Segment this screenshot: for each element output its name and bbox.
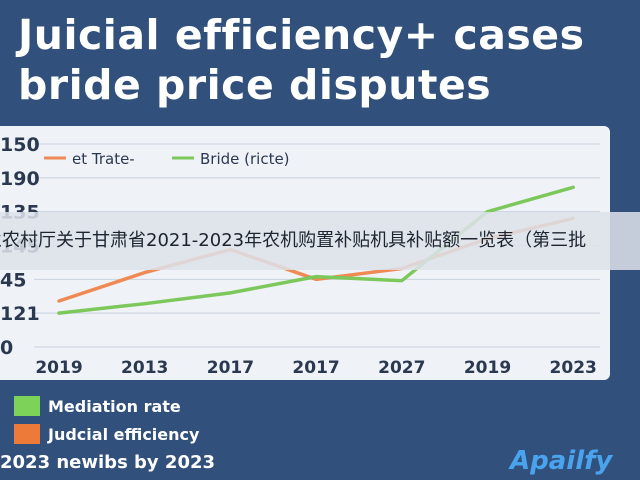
series-0-point-3 [314,277,318,281]
legend-label-0: et Trate- [72,150,135,168]
y-tick-label-6: 0 [0,337,13,359]
bottom-legend-item-mediation: Mediation rate [14,392,199,420]
x-tick-label-1: 2013 [121,358,168,378]
series-1-point-2 [228,291,232,295]
series-1-point-0 [57,311,61,315]
series-0-point-1 [143,271,147,275]
x-tick-label-5: 2019 [464,358,511,378]
series-1-point-3 [314,275,318,279]
y-tick-label-4: 45 [0,269,26,291]
legend-swatch-judicial [14,424,40,444]
brand-logo: Apailfy [510,446,613,476]
banner-text: 业农村厅关于甘肃省2021-2023年农机购置补贴机具补贴额一览表（第三批 [0,230,587,251]
legend-label-1: Bride (ricte) [200,150,290,168]
x-tick-label-6: 2023 [550,358,597,378]
x-tick-label-0: 2019 [35,358,82,378]
legend-label-judicial: Judcial efficiency [48,424,200,444]
title-line-1: Juicial efficiency+ cases [18,11,585,59]
x-tick-label-4: 2027 [378,358,425,378]
y-tick-label-0: 150 [0,134,40,156]
series-1-point-6 [571,185,575,189]
y-tick-label-5: 121 [0,303,40,325]
legend-swatch-mediation [14,396,40,416]
legend-label-mediation: Mediation rate [48,396,181,416]
footer-text: 2023 newibs by 2023 [0,452,216,473]
x-tick-label-3: 2017 [292,358,339,378]
series-1-point-4 [400,279,404,283]
series-0-point-0 [57,299,61,303]
bottom-legend: Mediation rate Judcial efficiency [14,392,199,448]
chart-title: Juicial efficiency+ cases bride price di… [18,10,638,110]
bottom-legend-item-judicial: Judcial efficiency [14,420,199,448]
title-line-2: bride price disputes [18,61,492,109]
overlay-banner: 业农村厅关于甘肃省2021-2023年农机购置补贴机具补贴额一览表（第三批 [0,212,640,270]
series-1-point-1 [143,302,147,306]
x-tick-label-2: 2017 [207,358,254,378]
y-tick-label-1: 190 [0,168,40,190]
